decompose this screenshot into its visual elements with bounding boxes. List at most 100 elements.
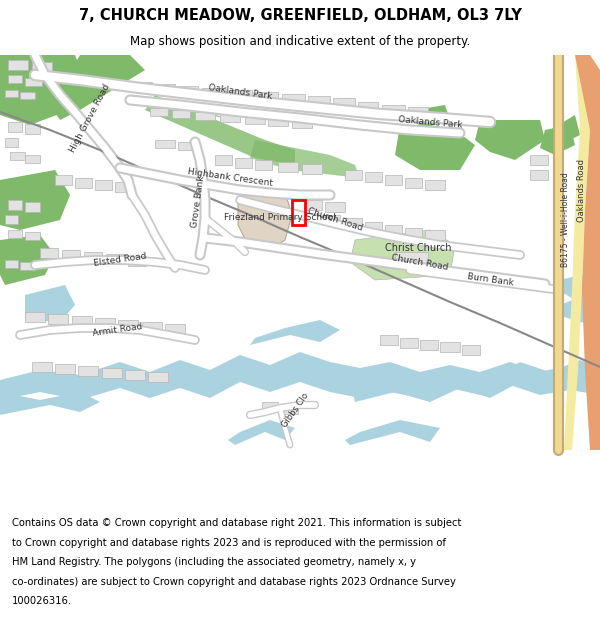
Text: to Crown copyright and database rights 2023 and is reproduced with the permissio: to Crown copyright and database rights 2… (12, 538, 446, 548)
Polygon shape (25, 202, 40, 212)
Polygon shape (385, 225, 402, 235)
Polygon shape (255, 92, 278, 100)
Polygon shape (55, 175, 72, 185)
Polygon shape (128, 256, 146, 266)
Text: Gibbs Clo: Gibbs Clo (280, 391, 310, 429)
Polygon shape (235, 158, 252, 168)
Polygon shape (48, 314, 68, 324)
Text: 100026316.: 100026316. (12, 596, 72, 606)
Polygon shape (195, 112, 215, 120)
Polygon shape (8, 60, 28, 70)
Text: Highbank Crescent: Highbank Crescent (187, 168, 273, 189)
Polygon shape (55, 364, 75, 374)
Polygon shape (302, 164, 322, 174)
Polygon shape (282, 404, 298, 414)
Polygon shape (165, 324, 185, 334)
Polygon shape (95, 318, 115, 328)
Polygon shape (558, 55, 590, 450)
Polygon shape (548, 115, 580, 145)
Polygon shape (358, 102, 378, 110)
Polygon shape (118, 320, 138, 330)
Text: co-ordinates) are subject to Crown copyright and database rights 2023 Ordnance S: co-ordinates) are subject to Crown copyr… (12, 577, 456, 587)
Text: High Grove Road: High Grove Road (68, 82, 112, 154)
Polygon shape (292, 120, 312, 128)
Polygon shape (20, 262, 35, 270)
Text: Map shows position and indicative extent of the property.: Map shows position and indicative extent… (130, 35, 470, 48)
Polygon shape (345, 170, 362, 180)
Polygon shape (72, 316, 92, 326)
Text: B6175 - Well-i-Hole Road: B6175 - Well-i-Hole Road (560, 173, 569, 268)
Polygon shape (305, 200, 322, 210)
Polygon shape (178, 86, 198, 94)
Polygon shape (268, 118, 288, 126)
Polygon shape (530, 170, 548, 180)
Polygon shape (8, 200, 22, 210)
Polygon shape (228, 420, 295, 445)
Text: 7, CHURCH MEADOW, GREENFIELD, OLDHAM, OL3 7LY: 7, CHURCH MEADOW, GREENFIELD, OLDHAM, OL… (79, 8, 521, 23)
Polygon shape (78, 366, 98, 376)
Text: Friezland Primary School: Friezland Primary School (224, 213, 336, 221)
Polygon shape (558, 270, 600, 300)
Polygon shape (178, 142, 198, 150)
Polygon shape (84, 252, 102, 262)
Polygon shape (8, 122, 22, 132)
Text: Oaklands Road: Oaklands Road (577, 159, 587, 221)
Polygon shape (202, 88, 225, 96)
Polygon shape (10, 152, 25, 160)
Polygon shape (420, 340, 438, 350)
Polygon shape (282, 94, 305, 102)
Polygon shape (425, 230, 445, 240)
Polygon shape (75, 178, 92, 188)
Polygon shape (172, 110, 190, 118)
Polygon shape (278, 162, 298, 172)
Polygon shape (106, 254, 124, 264)
Polygon shape (220, 114, 240, 122)
Polygon shape (50, 55, 145, 120)
Polygon shape (350, 230, 455, 280)
Polygon shape (385, 175, 402, 185)
Polygon shape (245, 116, 265, 124)
Polygon shape (325, 202, 345, 212)
Polygon shape (395, 252, 428, 268)
Text: HM Land Registry. The polygons (including the associated geometry, namely x, y: HM Land Registry. The polygons (includin… (12, 557, 416, 567)
Polygon shape (5, 90, 18, 97)
Polygon shape (142, 322, 162, 332)
Polygon shape (400, 338, 418, 348)
Polygon shape (102, 368, 122, 378)
Polygon shape (405, 228, 422, 238)
Polygon shape (462, 345, 480, 355)
Polygon shape (382, 105, 405, 113)
Text: Christ Church: Christ Church (385, 243, 451, 253)
Polygon shape (228, 90, 252, 98)
Polygon shape (345, 420, 440, 445)
Polygon shape (365, 172, 382, 182)
Text: Oaklands Park: Oaklands Park (398, 115, 463, 129)
Polygon shape (308, 96, 330, 104)
Polygon shape (0, 352, 600, 400)
Polygon shape (395, 125, 475, 170)
Polygon shape (8, 75, 22, 83)
Polygon shape (130, 82, 152, 90)
Text: Grove Bank: Grove Bank (190, 176, 206, 229)
Text: Church Road: Church Road (306, 207, 364, 233)
Polygon shape (125, 370, 145, 380)
Polygon shape (475, 120, 545, 160)
Polygon shape (32, 362, 52, 372)
Polygon shape (262, 402, 278, 412)
Polygon shape (408, 107, 428, 115)
Text: Elsted Road: Elsted Road (93, 252, 147, 268)
Polygon shape (238, 190, 292, 250)
Text: Church Road: Church Road (391, 254, 449, 272)
Polygon shape (25, 285, 75, 322)
Polygon shape (0, 55, 85, 125)
Polygon shape (322, 215, 340, 225)
Polygon shape (155, 140, 175, 148)
Polygon shape (215, 155, 232, 165)
Polygon shape (8, 230, 22, 238)
Polygon shape (25, 124, 40, 134)
Text: Oaklands Park: Oaklands Park (208, 83, 272, 101)
Polygon shape (32, 62, 52, 72)
Text: Contains OS data © Crown copyright and database right 2021. This information is : Contains OS data © Crown copyright and d… (12, 518, 461, 528)
Polygon shape (255, 160, 272, 170)
Polygon shape (530, 155, 548, 165)
